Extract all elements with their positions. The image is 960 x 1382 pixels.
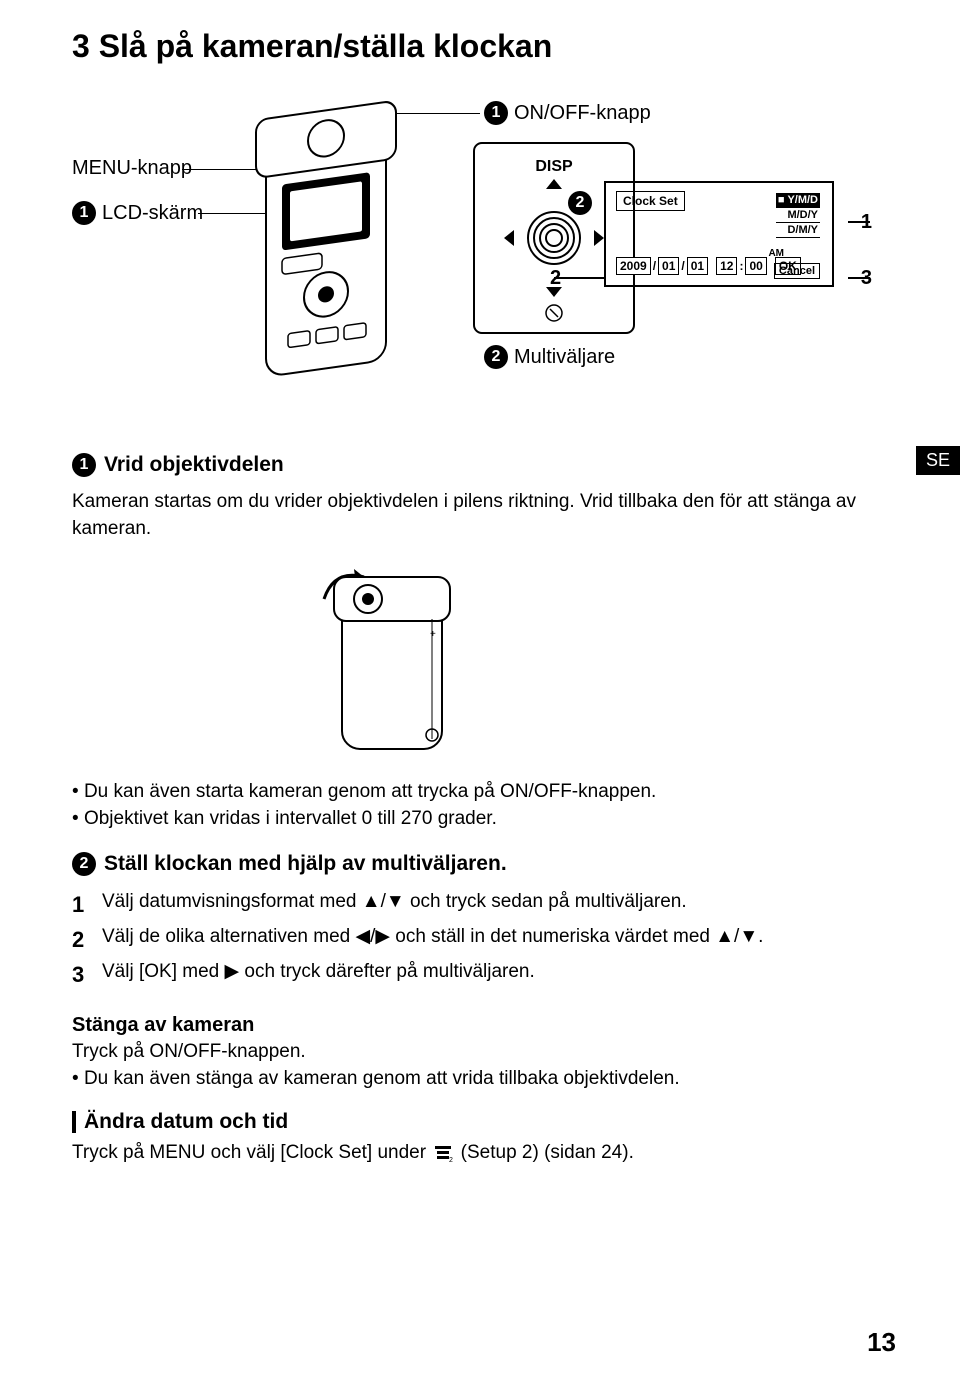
disp-label: DISP xyxy=(535,158,573,175)
label-onoff: 1 ON/OFF-knapp xyxy=(484,101,651,125)
step2-heading: 2 Ställ klockan med hjälp av multiväljar… xyxy=(72,852,896,876)
label-lcd: 1 LCD-skärm xyxy=(72,201,203,225)
circle-one-icon: 1 xyxy=(72,201,96,225)
label-multi-text: Multiväljare xyxy=(514,346,615,369)
date-format-list: ■ Y/M/D M/D/Y D/M/Y xyxy=(776,193,820,238)
fmt-dmy: D/M/Y xyxy=(776,223,820,238)
close-camera-section: Stänga av kameran Tryck på ON/OFF-knappe… xyxy=(72,1011,896,1092)
diagram-area: MENU-knapp 1 LCD-skärm 1 ON/OFF-knapp 2 … xyxy=(72,101,896,429)
step1-num-icon: 1 xyxy=(72,453,96,477)
notes-bullets: Du kan även starta kameran genom att try… xyxy=(72,779,896,832)
bullet-1: Du kan även starta kameran genom att try… xyxy=(72,779,896,806)
callout-1: 1 xyxy=(861,211,872,234)
camera-illustration xyxy=(236,101,436,401)
change-date-section: Ändra datum och tid Tryck på MENU och vä… xyxy=(72,1110,896,1167)
step2-num-icon: 2 xyxy=(72,852,96,876)
camera-back-illustration: + xyxy=(312,559,472,759)
page-title: 3 Slå på kameran/ställa klockan xyxy=(72,28,896,65)
clock-title: Clock Set xyxy=(616,191,685,211)
change-heading: Ändra datum och tid xyxy=(84,1110,288,1134)
circle-two-icon: 2 xyxy=(484,345,508,369)
step1-body: Kameran startas om du vrider objektivdel… xyxy=(72,489,896,543)
am-label: AM xyxy=(768,248,784,259)
close-heading: Stänga av kameran xyxy=(72,1011,896,1039)
label-multi: 2 Multiväljare xyxy=(484,345,615,369)
substep-1: Välj datumvisningsformat med ▲/▼ och try… xyxy=(102,888,687,921)
bar-icon xyxy=(72,1111,76,1133)
svg-text:+: + xyxy=(430,629,436,640)
setup-icon: 2 xyxy=(433,1144,453,1162)
change-text: Tryck på MENU och välj [Clock Set] under… xyxy=(72,1140,896,1167)
close-bullet: • Du kan även stänga av kameran genom at… xyxy=(72,1066,896,1093)
label-lcd-text: LCD-skärm xyxy=(102,202,203,225)
se-badge: SE xyxy=(916,446,960,475)
circle-one-b-icon: 1 xyxy=(484,101,508,125)
circle-two-screen-icon: 2 xyxy=(568,191,592,215)
page-number: 13 xyxy=(867,1327,896,1358)
label-onoff-text: ON/OFF-knapp xyxy=(514,102,651,125)
close-text: Tryck på ON/OFF-knappen. xyxy=(72,1039,896,1066)
callout-2: 2 xyxy=(550,267,561,290)
label-menu: MENU-knapp xyxy=(72,157,192,180)
fmt-mdy: M/D/Y xyxy=(776,208,820,223)
fmt-ymd: ■ Y/M/D xyxy=(776,193,820,208)
step1-title: Vrid objektivdelen xyxy=(104,453,284,477)
callout-3: 3 xyxy=(861,267,872,290)
bullet-2: Objektivet kan vridas i intervallet 0 ti… xyxy=(72,806,896,833)
cancel-button: Cancel xyxy=(774,263,820,279)
substep-2: Välj de olika alternativen med ◀/▶ och s… xyxy=(102,923,763,956)
substep-3: Välj [OK] med ▶ och tryck därefter på mu… xyxy=(102,958,535,991)
step2-title: Ställ klockan med hjälp av multiväljaren… xyxy=(104,852,507,876)
step1-heading: 1 Vrid objektivdelen xyxy=(72,453,896,477)
clock-set-screen: 2 1 2 3 Clock Set ■ Y/M/D M/D/Y D/M/Y 20… xyxy=(604,181,848,287)
svg-text:2: 2 xyxy=(449,1157,453,1162)
numbered-substeps: 1Välj datumvisningsformat med ▲/▼ och tr… xyxy=(72,888,896,991)
